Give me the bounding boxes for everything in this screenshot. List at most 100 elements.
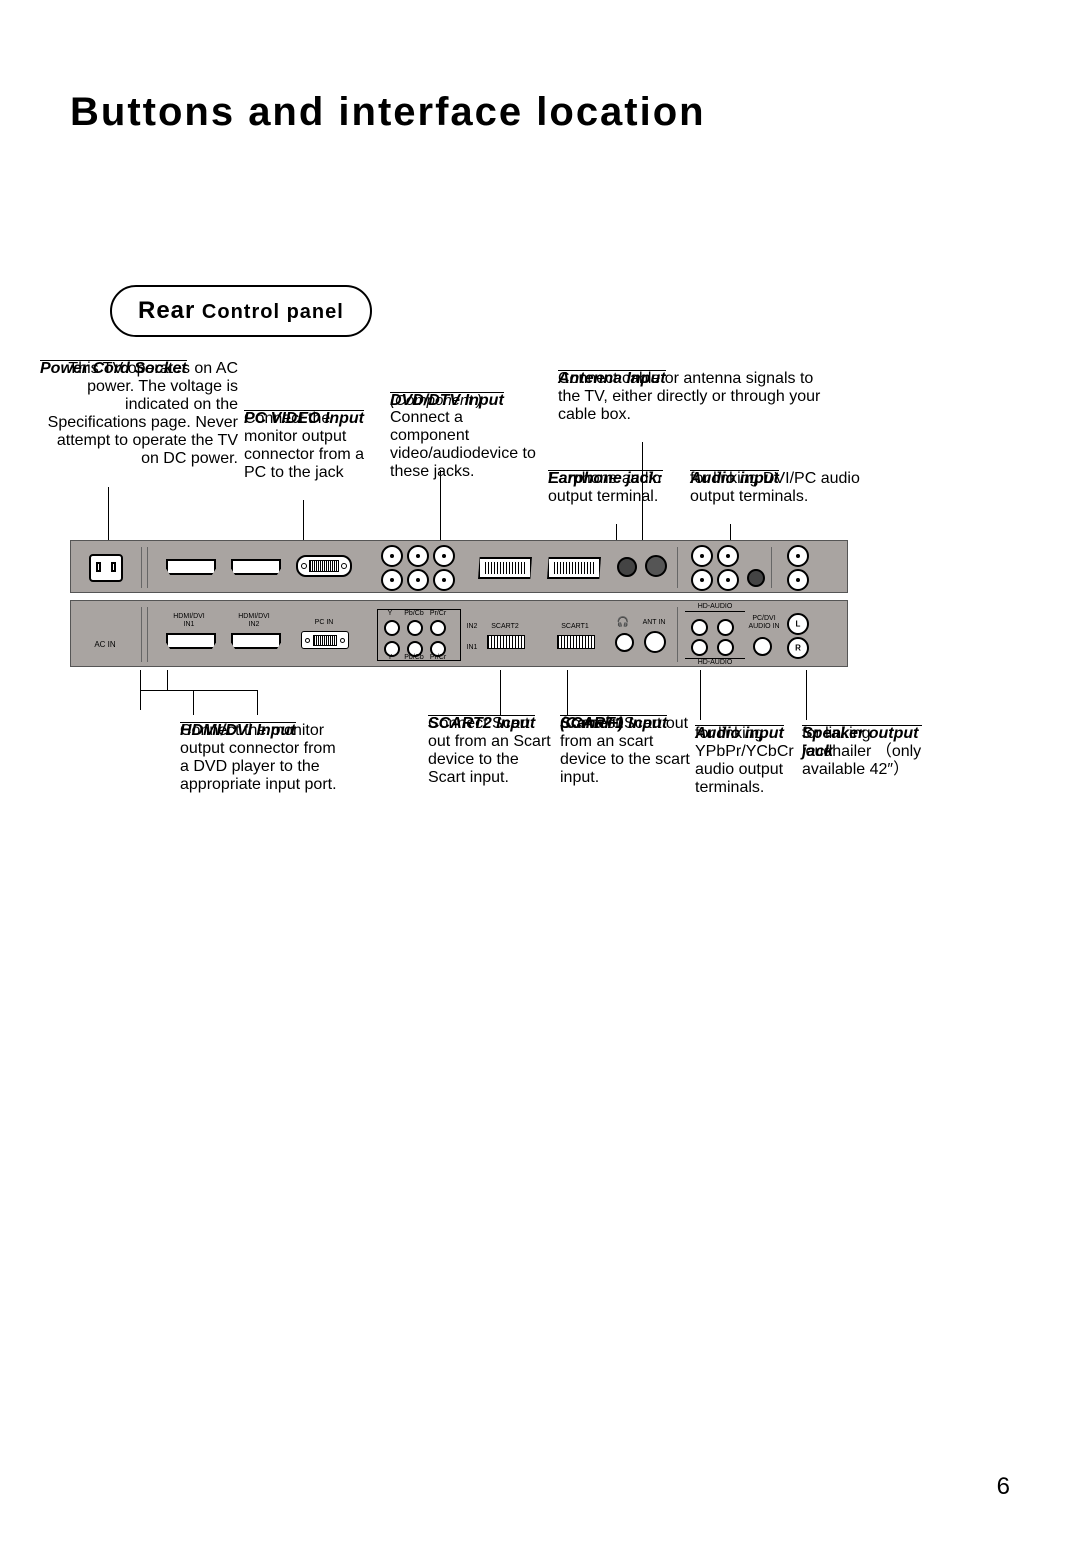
scart-icon bbox=[557, 635, 595, 649]
leader bbox=[700, 670, 701, 720]
callout-dvddtv: DVD/DTV Input (Component ) Connect a com… bbox=[390, 392, 545, 481]
rca-icon bbox=[787, 569, 809, 591]
rca-icon bbox=[644, 631, 666, 653]
rca-icon bbox=[384, 620, 400, 636]
rca-icon bbox=[433, 545, 455, 567]
leader bbox=[108, 487, 109, 543]
callout-power: Power Cord Socket This TV operates on AC… bbox=[40, 360, 238, 468]
lbl-antin: ANT IN bbox=[639, 619, 669, 627]
lbl-y2: Y bbox=[381, 654, 399, 662]
callout-dvddtv-title: DVD/DTV Input bbox=[390, 392, 504, 393]
hdmi-port-icon bbox=[166, 559, 216, 575]
lbl-acin: AC IN bbox=[83, 641, 127, 649]
lbl-pbcb2: Pb/Cb bbox=[401, 654, 427, 662]
callout-scart2-title: SCART2 Input bbox=[428, 715, 535, 716]
rca-icon bbox=[691, 569, 713, 591]
divider bbox=[141, 547, 142, 588]
rca-icon bbox=[691, 545, 713, 567]
rca-icon bbox=[430, 620, 446, 636]
rca-icon bbox=[753, 637, 772, 656]
rca-icon bbox=[717, 619, 734, 636]
callout-pcvideo-title: PC VIDEO Input bbox=[244, 410, 364, 411]
lbl-ear: 🎧 bbox=[613, 619, 633, 627]
rca-icon bbox=[433, 569, 455, 591]
callout-hdmidvi: HDMI/DVI Input Connect the monitor outpu… bbox=[180, 722, 345, 794]
leader bbox=[167, 670, 168, 690]
scart-icon bbox=[478, 557, 532, 579]
hdmi-port-icon bbox=[166, 633, 216, 649]
rca-icon bbox=[381, 569, 403, 591]
divider bbox=[771, 547, 772, 588]
lbl-hdmi2: HDMI/DVI IN2 bbox=[231, 613, 277, 629]
panel-bottom: AC IN HDMI/DVI IN1 HDMI/DVI IN2 PC IN bbox=[70, 600, 848, 667]
badge-ctrl: Control panel bbox=[195, 301, 343, 323]
rear-panel-diagram: Power Cord Socket This TV operates on AC… bbox=[40, 360, 1020, 880]
lbl-hdmi1: HDMI/DVI IN1 bbox=[166, 613, 212, 629]
callout-antenna-title: Antenna Input bbox=[558, 370, 666, 371]
badge-rear: Rear bbox=[138, 297, 195, 324]
antenna-jack-icon bbox=[645, 555, 667, 577]
rca-icon bbox=[381, 545, 403, 567]
scart-icon bbox=[487, 635, 525, 649]
lbl-in1: IN1 bbox=[463, 644, 481, 652]
rca-icon bbox=[717, 569, 739, 591]
lbl-hdaudio-t: HD-AUDIO bbox=[685, 603, 745, 611]
callout-power-title: Power Cord Socket bbox=[40, 360, 187, 361]
speaker-r-icon: R bbox=[787, 637, 809, 659]
rca-icon bbox=[747, 569, 765, 587]
lbl-pcin: PC IN bbox=[296, 619, 352, 627]
manual-page: Buttons and interface location Rear Cont… bbox=[0, 0, 1080, 1561]
callout-hdmidvi-title: HDMI/DVI Input bbox=[180, 722, 296, 723]
rca-icon bbox=[717, 639, 734, 656]
callout-speaker: Speaker output jack for linking loudhail… bbox=[802, 725, 922, 779]
callout-speaker-title: Speaker output jack bbox=[802, 725, 922, 726]
rca-icon bbox=[407, 545, 429, 567]
callout-scart1-sub: (Canal+) bbox=[560, 715, 624, 716]
callout-audio-bot: Audio input for linking YPbPr/YCbCr audi… bbox=[695, 725, 801, 797]
page-title: Buttons and interface location bbox=[70, 90, 1010, 135]
callout-audiotop-title: Audio input bbox=[690, 470, 779, 471]
leader bbox=[303, 500, 304, 543]
lbl-pcdvi: PC/DVI AUDIO IN bbox=[747, 615, 781, 631]
vga-port-icon bbox=[296, 555, 352, 577]
page-number: 6 bbox=[997, 1473, 1010, 1501]
lbl-y: Y bbox=[381, 610, 399, 618]
divider bbox=[147, 607, 148, 662]
leader bbox=[500, 670, 501, 716]
callout-scart1: SCART1 Input (Canal+) Connect Scart out … bbox=[560, 715, 692, 787]
lbl-prcr2: Pr/Cr bbox=[425, 654, 451, 662]
leader bbox=[567, 670, 568, 716]
leader bbox=[193, 690, 194, 715]
rca-icon bbox=[691, 619, 708, 636]
lbl-prcr: Pr/Cr bbox=[425, 610, 451, 618]
divider bbox=[677, 547, 678, 588]
section-badge: Rear Control panel bbox=[110, 285, 372, 337]
leader bbox=[257, 690, 258, 715]
callout-audiobot-title: Audio input bbox=[695, 725, 784, 726]
rca-icon bbox=[787, 545, 809, 567]
callout-antenna: Antenna Input Connect cable or antenna s… bbox=[558, 370, 838, 424]
hdmi-port-icon bbox=[231, 559, 281, 575]
leader bbox=[440, 470, 441, 543]
divider bbox=[677, 607, 678, 662]
callout-audio-top: Audio input for linking DVI/PC audio out… bbox=[690, 470, 880, 506]
callout-scart2: SCART2 Input Connect Scart out from an S… bbox=[428, 715, 556, 787]
rca-icon bbox=[691, 639, 708, 656]
divider bbox=[141, 607, 142, 662]
lbl-scart2: SCART2 bbox=[481, 623, 529, 631]
callout-pcvideo: PC VIDEO Input Connect the monitor outpu… bbox=[244, 410, 384, 482]
earphone-jack-icon bbox=[617, 557, 637, 577]
lbl-hdaudio-b: HD-AUDIO bbox=[685, 659, 745, 667]
divider bbox=[147, 547, 148, 588]
rca-icon bbox=[407, 569, 429, 591]
rca-icon bbox=[407, 620, 423, 636]
lbl-scart1: SCART1 bbox=[551, 623, 599, 631]
rca-icon bbox=[717, 545, 739, 567]
lbl-in2: IN2 bbox=[463, 623, 481, 631]
leader bbox=[642, 442, 643, 545]
scart-icon bbox=[547, 557, 601, 579]
lbl-pbcb: Pb/Cb bbox=[401, 610, 427, 618]
rca-icon bbox=[615, 633, 634, 652]
vga-port-icon bbox=[301, 631, 349, 649]
speaker-l-icon: L bbox=[787, 613, 809, 635]
